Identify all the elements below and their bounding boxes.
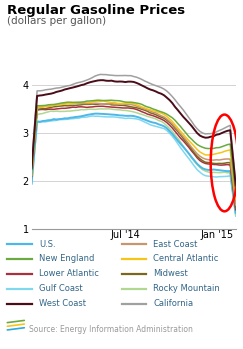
Text: (dollars per gallon): (dollars per gallon) [7,16,106,26]
Text: Regular Gasoline Prices: Regular Gasoline Prices [7,4,185,17]
Text: East Coast: East Coast [153,239,198,248]
Text: U.S.: U.S. [39,239,55,248]
Text: Source: Energy Information Administration: Source: Energy Information Administratio… [29,326,193,334]
Text: West Coast: West Coast [39,299,86,308]
Text: Central Atlantic: Central Atlantic [153,254,218,263]
Text: Rocky Mountain: Rocky Mountain [153,284,220,293]
Text: Gulf Coast: Gulf Coast [39,284,83,293]
Text: California: California [153,299,193,308]
Text: Lower Atlantic: Lower Atlantic [39,269,99,279]
Text: Midwest: Midwest [153,269,188,279]
Text: New England: New England [39,254,94,263]
